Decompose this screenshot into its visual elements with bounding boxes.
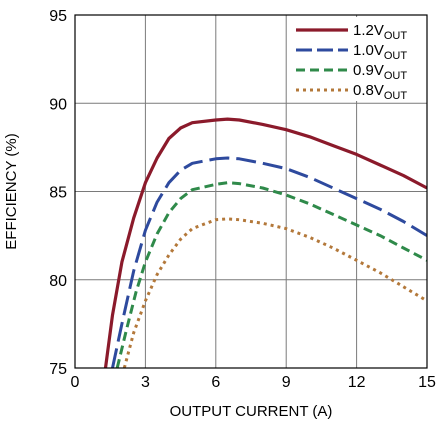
legend-label: 0.9VOUT xyxy=(353,62,407,82)
y-axis-label: EFFICIENCY (%) xyxy=(3,133,20,249)
x-tick-label: 12 xyxy=(348,374,366,391)
x-axis-label: OUTPUT CURRENT (A) xyxy=(170,403,333,420)
series-line-4 xyxy=(122,217,427,368)
x-tick-label: 6 xyxy=(211,374,220,391)
y-tick-label: 85 xyxy=(49,185,67,202)
plot-frame xyxy=(74,14,428,369)
legend-label: 1.2VOUT xyxy=(353,22,407,42)
x-tick-label: 0 xyxy=(71,374,80,391)
y-tick-label: 80 xyxy=(49,273,67,290)
series-line-3 xyxy=(115,181,427,368)
x-tick-label: 15 xyxy=(418,374,436,391)
legend-label: 0.8VOUT xyxy=(353,82,407,102)
series-line-1 xyxy=(103,117,427,368)
y-tick-label: 95 xyxy=(49,8,67,25)
legend-label: 1.0VOUT xyxy=(353,42,407,62)
y-tick-label: 90 xyxy=(49,96,67,113)
series-line-2 xyxy=(111,156,427,368)
series-lines xyxy=(103,117,427,368)
x-tick-label: 3 xyxy=(141,374,150,391)
tick-labels: 0 3 6 9 12 15 75 80 85 90 95 xyxy=(49,8,436,391)
x-tick-label: 9 xyxy=(282,374,291,391)
y-tick-label: 75 xyxy=(49,361,67,378)
